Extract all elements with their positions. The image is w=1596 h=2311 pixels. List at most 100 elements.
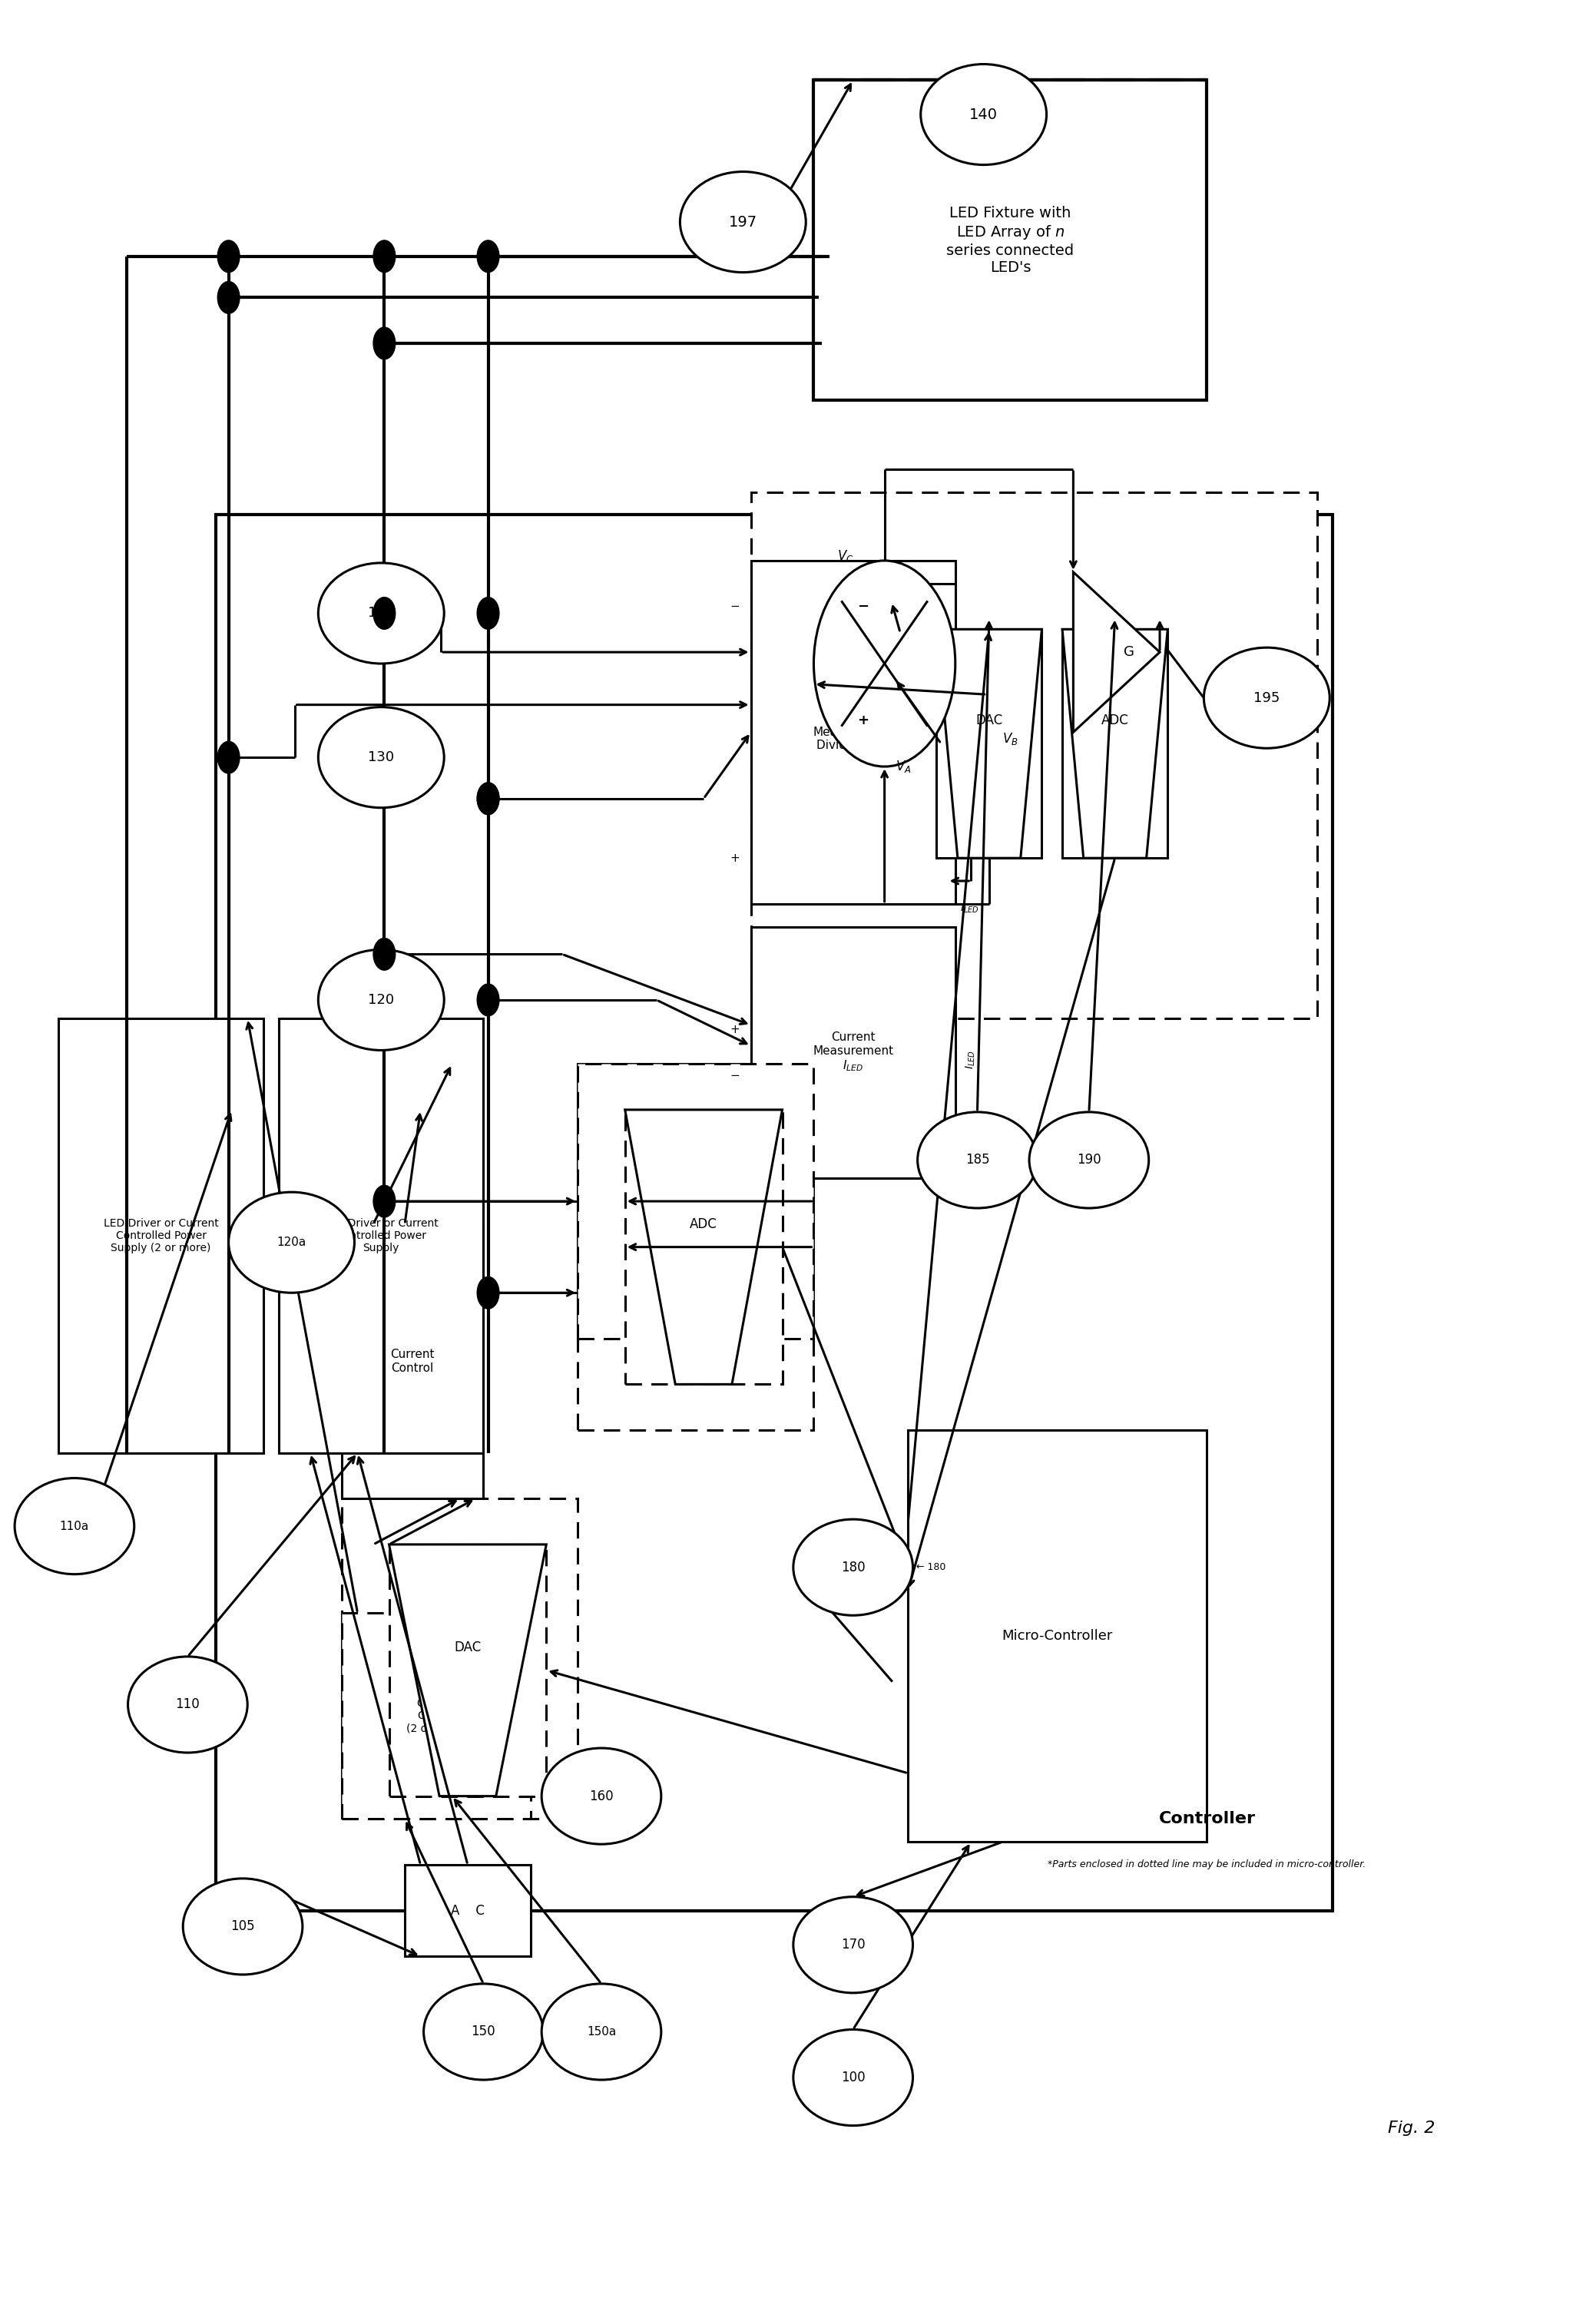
Text: DAC: DAC bbox=[975, 737, 1002, 751]
Bar bbox=[908, 1431, 1207, 1842]
Text: 110a: 110a bbox=[59, 1521, 89, 1532]
Bar bbox=[814, 81, 1207, 400]
Bar bbox=[1063, 629, 1168, 857]
Ellipse shape bbox=[14, 1479, 134, 1574]
Text: +: + bbox=[731, 853, 741, 864]
Circle shape bbox=[217, 282, 239, 314]
Ellipse shape bbox=[793, 1897, 913, 1992]
Text: DAC: DAC bbox=[975, 714, 1002, 728]
Circle shape bbox=[373, 1186, 396, 1218]
Bar bbox=[626, 1109, 782, 1384]
Ellipse shape bbox=[793, 2029, 913, 2126]
Circle shape bbox=[373, 596, 396, 629]
Text: Current
Control: Current Control bbox=[391, 1350, 434, 1373]
Bar bbox=[578, 1063, 814, 1338]
Text: 100: 100 bbox=[841, 2071, 865, 2085]
Bar bbox=[342, 1613, 530, 1819]
Text: G: G bbox=[1124, 645, 1135, 659]
Circle shape bbox=[373, 328, 396, 358]
Ellipse shape bbox=[793, 1518, 913, 1615]
Text: 150a: 150a bbox=[587, 2027, 616, 2038]
Text: ADC: ADC bbox=[1101, 737, 1128, 751]
Polygon shape bbox=[389, 1544, 546, 1796]
Text: $I_{LED}$: $I_{LED}$ bbox=[964, 1049, 977, 1070]
Circle shape bbox=[217, 240, 239, 273]
Bar bbox=[389, 1544, 546, 1796]
Bar bbox=[750, 492, 1317, 1019]
Text: 120: 120 bbox=[369, 994, 394, 1008]
Text: Current
Measurement
±$I_{LED}$
(2 or more): Current Measurement ±$I_{LED}$ (2 or mor… bbox=[659, 1176, 733, 1227]
Ellipse shape bbox=[1029, 1112, 1149, 1209]
Text: 185: 185 bbox=[966, 1153, 990, 1167]
Polygon shape bbox=[1073, 573, 1160, 733]
Text: 197: 197 bbox=[729, 215, 757, 229]
Text: 180: 180 bbox=[841, 1560, 865, 1574]
Text: +: + bbox=[857, 714, 870, 728]
Text: $I_{LED}$: $I_{LED}$ bbox=[959, 901, 978, 915]
Ellipse shape bbox=[1203, 647, 1329, 749]
Circle shape bbox=[814, 562, 956, 767]
Polygon shape bbox=[937, 629, 1042, 857]
Text: ADC: ADC bbox=[689, 1218, 717, 1232]
Text: Current
Control
(2 or more): Current Control (2 or more) bbox=[405, 1699, 466, 1733]
Text: 135: 135 bbox=[369, 605, 394, 619]
Text: 150: 150 bbox=[471, 2024, 495, 2038]
Text: +: + bbox=[731, 1024, 741, 1035]
Ellipse shape bbox=[541, 1747, 661, 1844]
Text: 190: 190 bbox=[1077, 1153, 1101, 1167]
Ellipse shape bbox=[921, 65, 1047, 164]
Circle shape bbox=[373, 240, 396, 273]
Polygon shape bbox=[626, 1109, 782, 1384]
Bar bbox=[342, 1500, 578, 1819]
Circle shape bbox=[477, 596, 500, 629]
Text: $V_C$: $V_C$ bbox=[836, 548, 854, 564]
Bar bbox=[750, 562, 956, 904]
Text: Fig. 2: Fig. 2 bbox=[1389, 2119, 1435, 2135]
Text: $V_B$: $V_B$ bbox=[1002, 730, 1018, 746]
Text: 130: 130 bbox=[369, 751, 394, 765]
Bar bbox=[405, 1865, 530, 1957]
Text: 170: 170 bbox=[841, 1939, 865, 1953]
Text: LED Driver or Current
Controlled Power
Supply (2 or more): LED Driver or Current Controlled Power S… bbox=[104, 1218, 219, 1253]
Bar bbox=[578, 1063, 814, 1431]
Ellipse shape bbox=[423, 1983, 543, 2080]
Text: Current
Measurement
$I_{LED}$: Current Measurement $I_{LED}$ bbox=[812, 1031, 894, 1072]
Text: ← 180: ← 180 bbox=[916, 1562, 945, 1571]
Text: 195: 195 bbox=[1253, 691, 1280, 705]
Text: $V_A$: $V_A$ bbox=[895, 758, 911, 774]
Text: LED Fixture with
LED Array of $n$
series connected
LED's: LED Fixture with LED Array of $n$ series… bbox=[946, 206, 1074, 275]
Text: 110: 110 bbox=[176, 1699, 200, 1712]
Circle shape bbox=[217, 742, 239, 774]
Bar bbox=[342, 1225, 484, 1500]
Text: 140: 140 bbox=[969, 106, 998, 122]
Bar bbox=[937, 629, 1042, 857]
Bar bbox=[59, 1019, 263, 1454]
Text: 160: 160 bbox=[589, 1789, 613, 1803]
Text: 120a: 120a bbox=[276, 1236, 306, 1248]
Text: −: − bbox=[731, 601, 741, 612]
Text: ADC: ADC bbox=[1101, 714, 1128, 728]
Text: ADC: ADC bbox=[689, 1241, 717, 1255]
Bar bbox=[279, 1019, 484, 1454]
Bar bbox=[215, 515, 1333, 1911]
Bar bbox=[750, 927, 956, 1179]
Ellipse shape bbox=[228, 1192, 354, 1292]
Ellipse shape bbox=[541, 1983, 661, 2080]
Text: Micro-Controller: Micro-Controller bbox=[1002, 1629, 1112, 1643]
Text: DAC: DAC bbox=[455, 1641, 482, 1655]
Text: Voltage
Measurement
Divide by 2n: Voltage Measurement Divide by 2n bbox=[812, 714, 894, 751]
Text: LED Driver or Current
Controlled Power
Supply: LED Driver or Current Controlled Power S… bbox=[324, 1218, 439, 1253]
Text: A    C: A C bbox=[450, 1904, 485, 1918]
Ellipse shape bbox=[318, 950, 444, 1049]
Text: Controller: Controller bbox=[1159, 1812, 1256, 1826]
Text: *Parts enclosed in dotted line may be included in micro-controller.: *Parts enclosed in dotted line may be in… bbox=[1049, 1860, 1366, 1870]
Circle shape bbox=[477, 240, 500, 273]
Ellipse shape bbox=[184, 1879, 303, 1974]
Ellipse shape bbox=[318, 707, 444, 809]
Text: −: − bbox=[731, 1070, 741, 1082]
Ellipse shape bbox=[680, 171, 806, 273]
Circle shape bbox=[477, 783, 500, 813]
Ellipse shape bbox=[318, 564, 444, 663]
Text: −: − bbox=[857, 601, 870, 615]
Circle shape bbox=[477, 984, 500, 1017]
